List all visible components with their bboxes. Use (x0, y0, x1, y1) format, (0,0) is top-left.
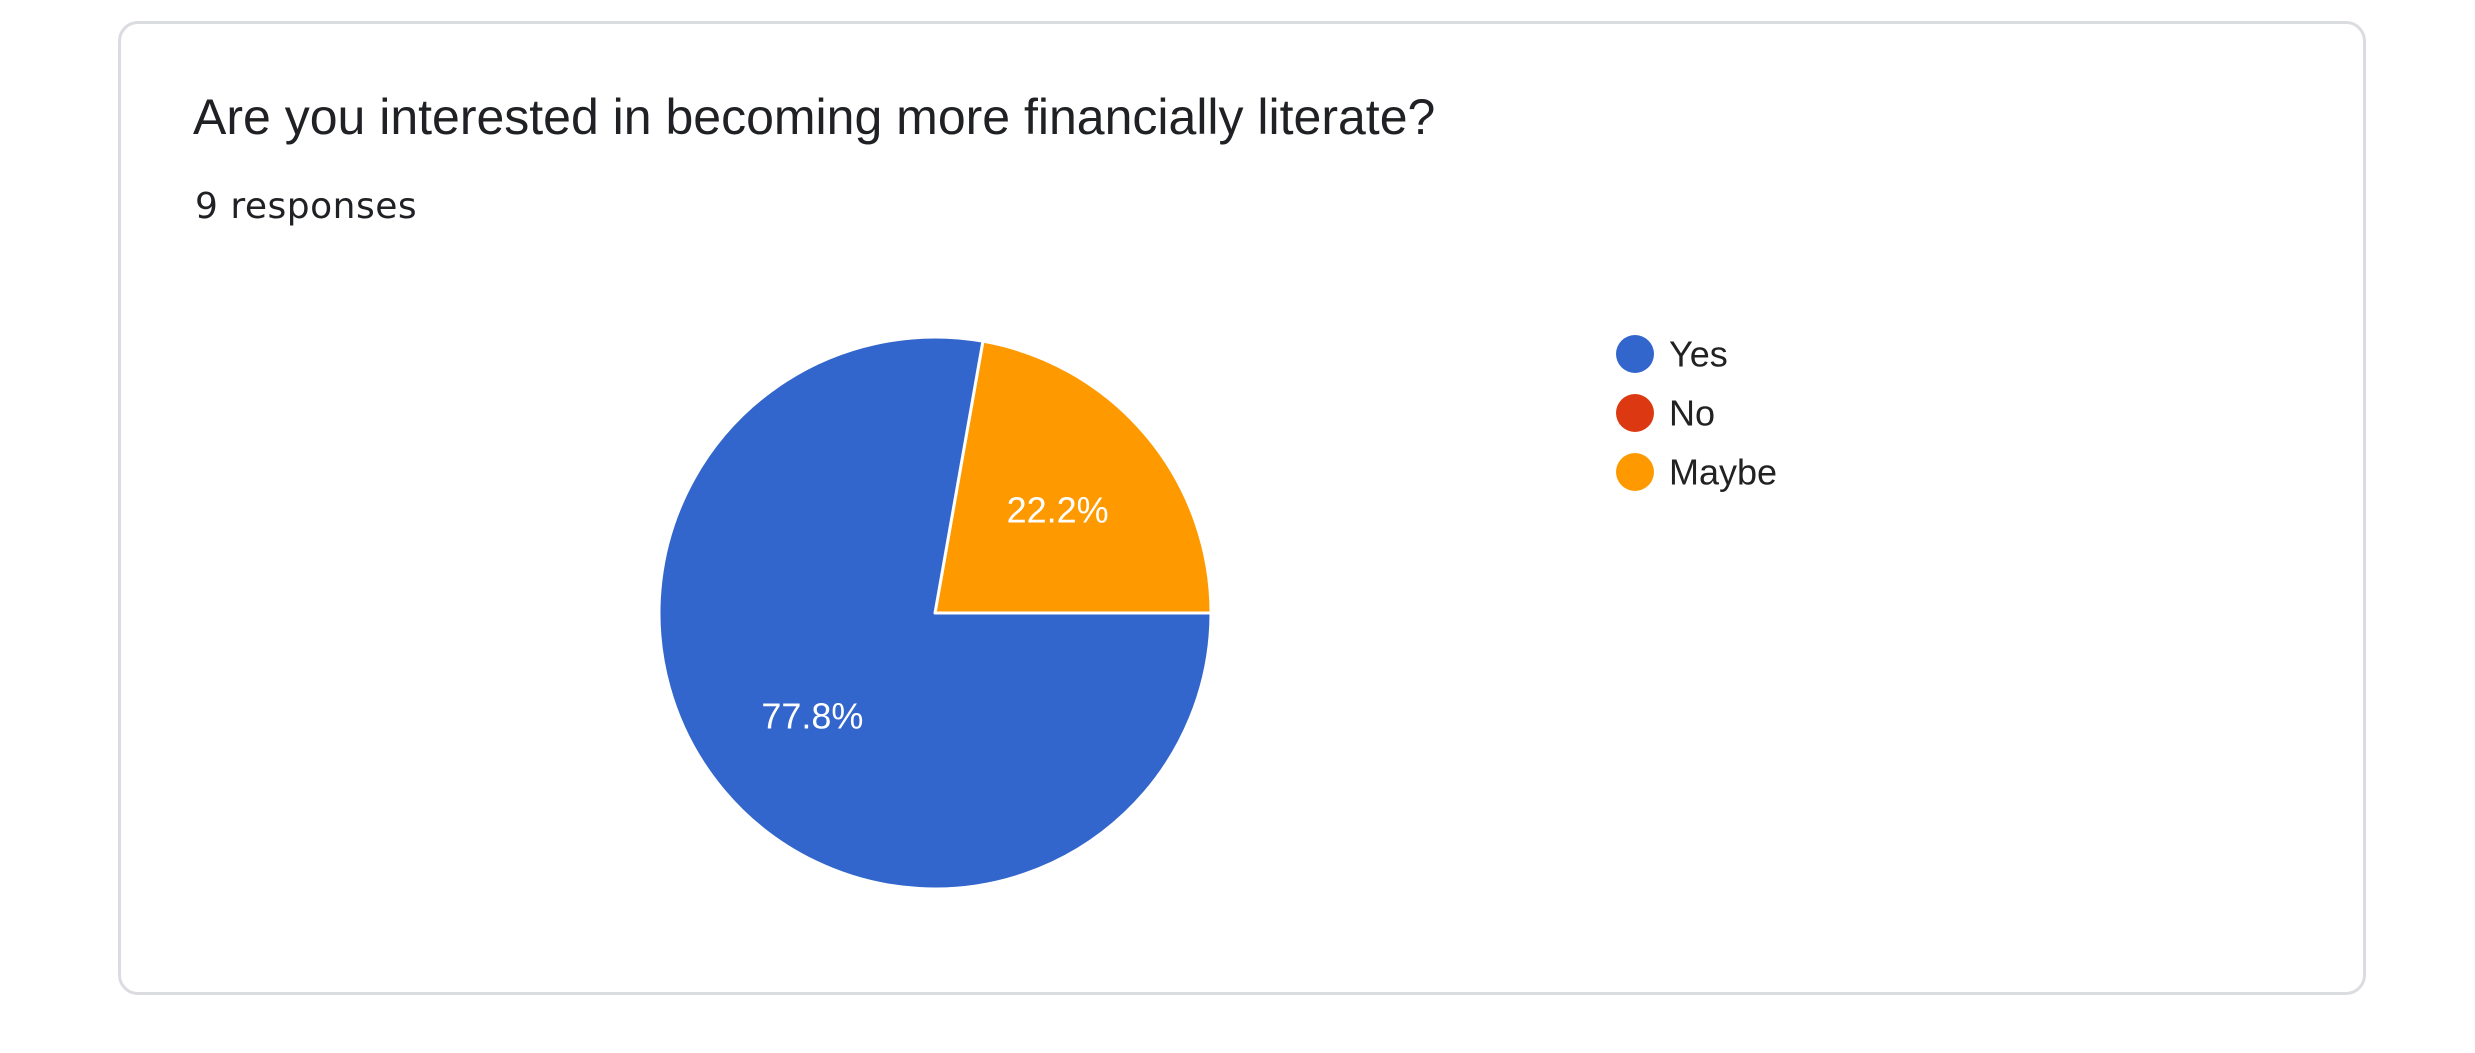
pie-slices (657, 335, 1213, 891)
response-count: 9 responses (195, 186, 418, 227)
question-title: Are you interested in becoming more fina… (193, 89, 1436, 145)
question-card (118, 21, 2366, 995)
pie-slice-labels: 22.2% 77.8% (761, 490, 1108, 737)
legend-label-no[interactable]: No (1669, 393, 1715, 434)
legend-swatch-no (1616, 394, 1654, 432)
legend-swatch-yes (1616, 335, 1654, 373)
pie-slice-maybe[interactable] (933, 339, 1213, 615)
chart-legend: Yes No Maybe (1616, 334, 1777, 493)
slice-percent-label-yes: 77.8% (761, 695, 863, 736)
pie-slice-yes[interactable] (657, 335, 1213, 891)
legend-swatch-maybe (1616, 453, 1654, 491)
legend-label-maybe[interactable]: Maybe (1669, 452, 1777, 493)
legend-label-yes[interactable]: Yes (1669, 334, 1728, 375)
slice-percent-label-maybe: 22.2% (1007, 490, 1109, 531)
